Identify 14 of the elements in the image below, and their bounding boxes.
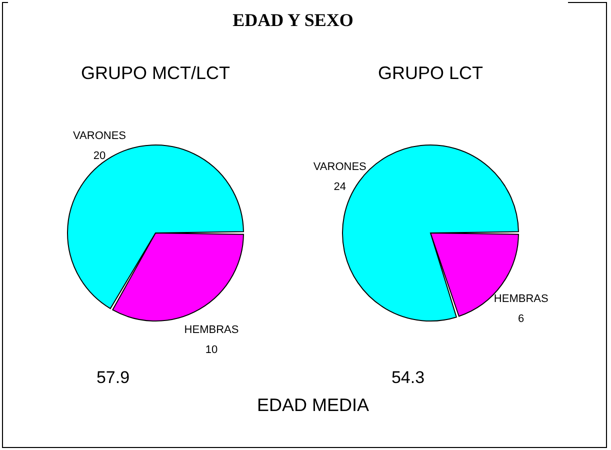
text: EDAD Y SEXO [232,10,354,30]
text: 57.9 [96,368,130,387]
data-label: 20 [93,150,106,162]
text: 54.3 [391,368,425,387]
data-label: 24 [334,181,346,194]
slice-label: HEMBRAS [494,292,548,305]
chart-title: GRUPO MCT/LCT [80,63,230,83]
slice-label: VARONES [73,130,126,142]
slice-label: VARONES [313,161,366,174]
data-label: 10 [205,344,218,356]
text: EDAD MEDIA [256,395,370,415]
slice-label: HEMBRAS [184,324,239,336]
chart-title: GRUPO LCT [378,63,484,83]
data-label: 6 [518,312,524,325]
